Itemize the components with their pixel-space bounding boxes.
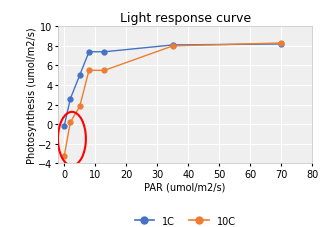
1C xyxy=(62,125,66,128)
1C xyxy=(279,43,283,46)
10C xyxy=(69,121,72,124)
10C xyxy=(279,42,283,45)
10C xyxy=(87,70,91,72)
10C xyxy=(171,45,175,48)
10C xyxy=(62,155,66,158)
1C xyxy=(171,44,175,47)
Y-axis label: Photosynthesis (umol/m2/s): Photosynthesis (umol/m2/s) xyxy=(27,27,37,163)
Legend: 1C, 10C: 1C, 10C xyxy=(131,212,240,227)
10C xyxy=(78,106,81,108)
Line: 10C: 10C xyxy=(62,41,284,159)
Line: 1C: 1C xyxy=(62,42,284,129)
1C xyxy=(87,51,91,54)
1C xyxy=(69,98,72,101)
1C xyxy=(78,74,81,77)
X-axis label: PAR (umol/m2/s): PAR (umol/m2/s) xyxy=(145,182,226,192)
Title: Light response curve: Light response curve xyxy=(119,12,251,25)
1C xyxy=(103,51,107,54)
10C xyxy=(103,70,107,72)
